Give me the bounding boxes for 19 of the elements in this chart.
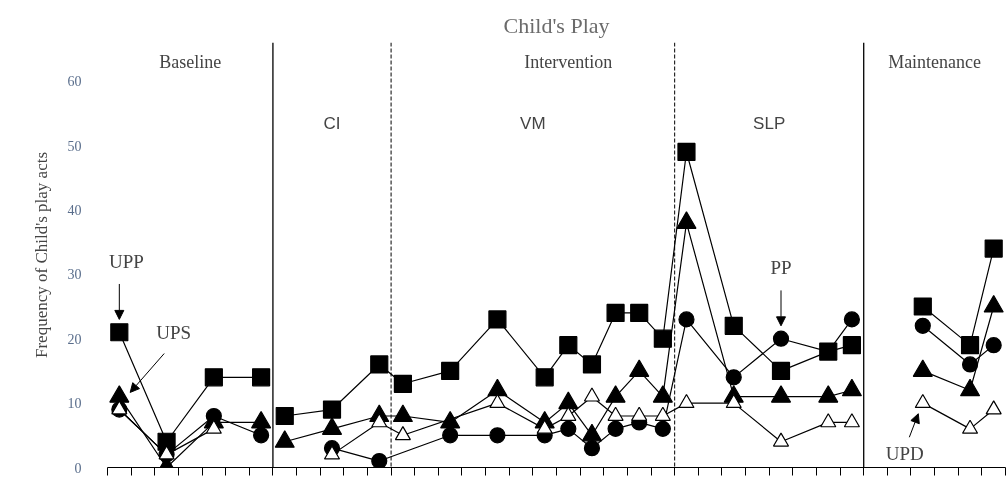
y-tick-label: 10 xyxy=(67,396,82,412)
y-tick-label: 50 xyxy=(67,138,82,154)
annotation: UPD xyxy=(885,443,924,465)
y-tick-label: 30 xyxy=(67,267,82,283)
annotation: Baseline xyxy=(159,51,222,72)
annotation: PP xyxy=(770,257,792,279)
annotation: Maintenance xyxy=(888,51,982,72)
y-tick-label: 60 xyxy=(67,74,82,90)
annotation: Intervention xyxy=(524,51,613,72)
annotation: CI xyxy=(323,113,341,133)
chart-title: Child's Play xyxy=(503,12,610,38)
annotation: UPS xyxy=(156,321,192,343)
annotation: SLP xyxy=(753,113,786,133)
y-tick-label: 40 xyxy=(67,202,82,218)
y-axis-title: Frequency of Child's play acts xyxy=(31,151,51,359)
annotation: UPP xyxy=(108,250,144,272)
y-tick-label: 0 xyxy=(74,460,82,476)
annotation: VM xyxy=(520,113,546,133)
y-tick-label: 20 xyxy=(67,331,82,347)
